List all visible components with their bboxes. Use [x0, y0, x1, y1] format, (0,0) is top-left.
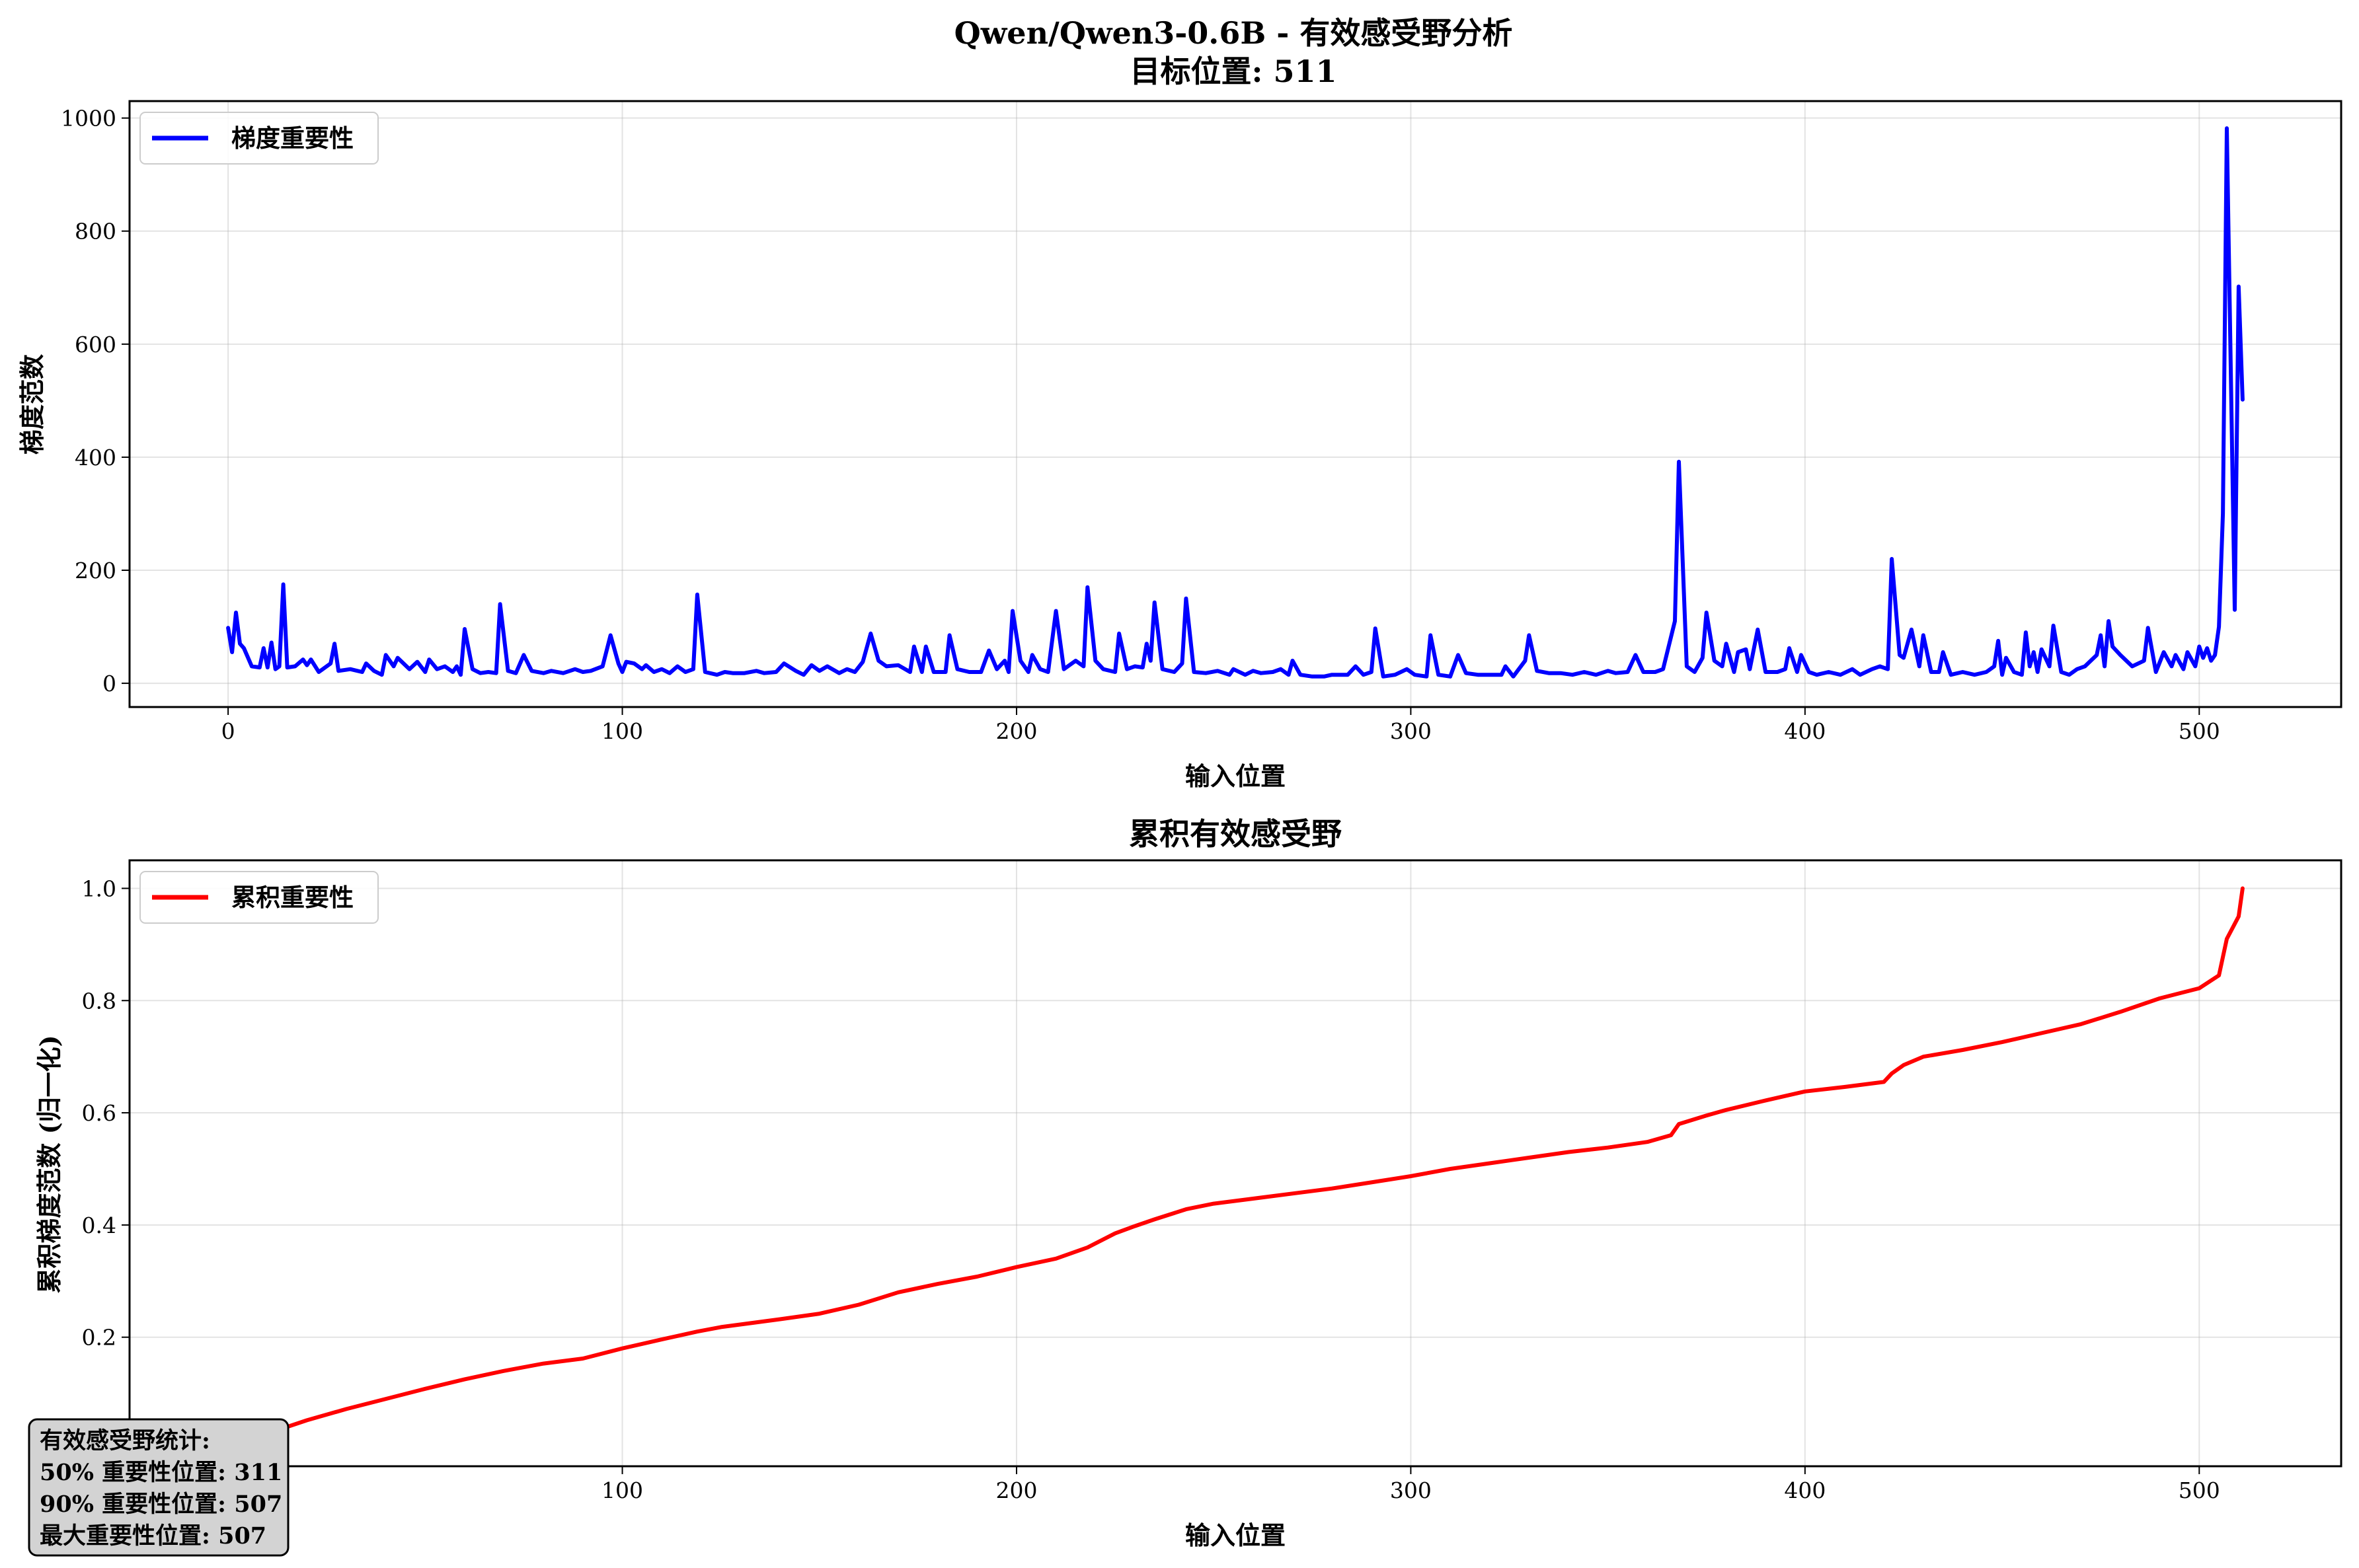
bottom-y-tick-label: 0.4 — [82, 1213, 116, 1238]
top-ticks: 0 100 200 300 400 500 0 200 400 600 800 1000 — [61, 106, 2220, 744]
bottom-y-axis-label: 累积梯度范数 (归一化) — [34, 1035, 64, 1293]
stats-box: 有效感受野统计: 50% 重要性位置: 311 90% 重要性位置: 507 最… — [28, 1418, 290, 1557]
gradient-panel: 0 100 200 300 400 500 0 200 400 600 800 1000 输入位置 梯… — [17, 100, 2342, 791]
top-y-axis-label: 梯度范数 — [17, 354, 47, 455]
stats-line-max: 最大重要性位置: 507 — [40, 1522, 266, 1549]
stats-line-90: 90% 重要性位置: 507 — [40, 1491, 282, 1518]
top-legend-box — [139, 112, 379, 165]
bottom-series-group — [226, 886, 2245, 1449]
top-legend-label: 梯度重要性 — [231, 124, 354, 153]
top-plot-frame — [128, 100, 2342, 708]
bottom-legend-label: 累积重要性 — [231, 883, 354, 912]
top-y-tick-label: 400 — [75, 445, 116, 470]
top-grid — [130, 101, 2341, 707]
top-y-tick-label: 600 — [75, 332, 116, 357]
bottom-y-tick-label: 1.0 — [82, 876, 116, 901]
figure-title-line1: Qwen/Qwen3-0.6B - 有效感受野分析 — [954, 15, 1513, 51]
top-x-tick-label: 300 — [1390, 718, 1432, 744]
stats-line-50: 50% 重要性位置: 311 — [40, 1459, 282, 1486]
bottom-x-tick-label: 300 — [1390, 1477, 1432, 1503]
top-series-group — [226, 126, 2245, 679]
top-y-tick-label: 1000 — [61, 106, 116, 131]
bottom-x-tick-label: 200 — [995, 1477, 1037, 1503]
bottom-plot-frame — [128, 859, 2342, 1468]
stats-box-frame — [28, 1418, 290, 1557]
bottom-x-tick-label: 100 — [601, 1477, 643, 1503]
bottom-x-tick-label: 500 — [2179, 1477, 2220, 1503]
bottom-legend-box — [139, 871, 379, 924]
bottom-x-axis-label: 输入位置 — [1185, 1520, 1286, 1550]
bottom-y-tick-label: 0.2 — [82, 1325, 116, 1351]
top-series-line — [226, 126, 2245, 679]
bottom-y-tick-label: 0.6 — [82, 1100, 116, 1126]
top-y-tick-label: 800 — [75, 219, 116, 244]
top-x-tick-label: 400 — [1784, 718, 1826, 744]
bottom-x-tick-label: 400 — [1784, 1477, 1826, 1503]
bottom-y-tick-label: 0.8 — [82, 988, 116, 1014]
top-x-tick-label: 200 — [995, 718, 1037, 744]
bottom-panel-title: 累积有效感受野 — [1129, 816, 1342, 852]
top-x-tick-label: 100 — [601, 718, 643, 744]
bottom-grid — [130, 860, 2341, 1466]
top-y-tick-label: 0 — [102, 671, 116, 696]
cumulative-panel: 累积有效感受野 100 200 300 400 500 0.2 0.4 0.6 0.8 1.0 输… — [34, 816, 2342, 1550]
top-x-tick-label: 0 — [221, 718, 235, 744]
bottom-series-line — [226, 886, 2245, 1449]
bottom-legend: 累积重要性 — [139, 871, 379, 924]
top-y-tick-label: 200 — [75, 558, 116, 583]
top-x-axis-label: 输入位置 — [1185, 761, 1286, 791]
top-legend: 梯度重要性 — [139, 112, 379, 165]
figure-title-line2: 目标位置: 511 — [1130, 54, 1336, 89]
bottom-ticks: 100 200 300 400 500 0.2 0.4 0.6 0.8 1.0 — [82, 876, 2220, 1503]
stats-heading: 有效感受野统计: — [40, 1427, 210, 1454]
top-x-tick-label: 500 — [2179, 718, 2220, 744]
